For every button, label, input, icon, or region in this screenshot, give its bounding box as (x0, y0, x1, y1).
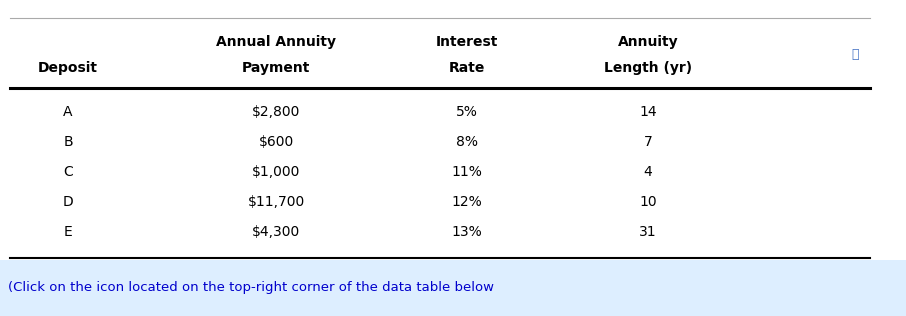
Text: E: E (63, 225, 72, 239)
Text: 7: 7 (643, 135, 652, 149)
Text: 4: 4 (643, 165, 652, 179)
Text: $600: $600 (259, 135, 294, 149)
Text: Deposit: Deposit (38, 61, 98, 75)
Text: Interest: Interest (436, 35, 497, 49)
Text: 11%: 11% (451, 165, 482, 179)
Text: D: D (63, 195, 73, 209)
Text: $4,300: $4,300 (252, 225, 301, 239)
Text: 8%: 8% (456, 135, 477, 149)
Text: Length (yr): Length (yr) (603, 61, 692, 75)
Text: $11,700: $11,700 (247, 195, 305, 209)
Text: 13%: 13% (451, 225, 482, 239)
Text: Payment: Payment (242, 61, 311, 75)
Text: 5%: 5% (456, 105, 477, 119)
Text: (Click on the icon located on the top-right corner of the data table below: (Click on the icon located on the top-ri… (8, 282, 494, 295)
Text: 12%: 12% (451, 195, 482, 209)
Text: C: C (63, 165, 72, 179)
Text: 10: 10 (639, 195, 657, 209)
Text: $1,000: $1,000 (252, 165, 301, 179)
Bar (0, 260, 906, 316)
Text: $2,800: $2,800 (252, 105, 301, 119)
Text: 14: 14 (639, 105, 657, 119)
Text: Annual Annuity: Annual Annuity (217, 35, 336, 49)
Text: 31: 31 (639, 225, 657, 239)
Text: Annuity: Annuity (618, 35, 678, 49)
Text: Rate: Rate (448, 61, 485, 75)
Text: A: A (63, 105, 72, 119)
Text: B: B (63, 135, 72, 149)
Text: ⎙: ⎙ (852, 48, 859, 62)
